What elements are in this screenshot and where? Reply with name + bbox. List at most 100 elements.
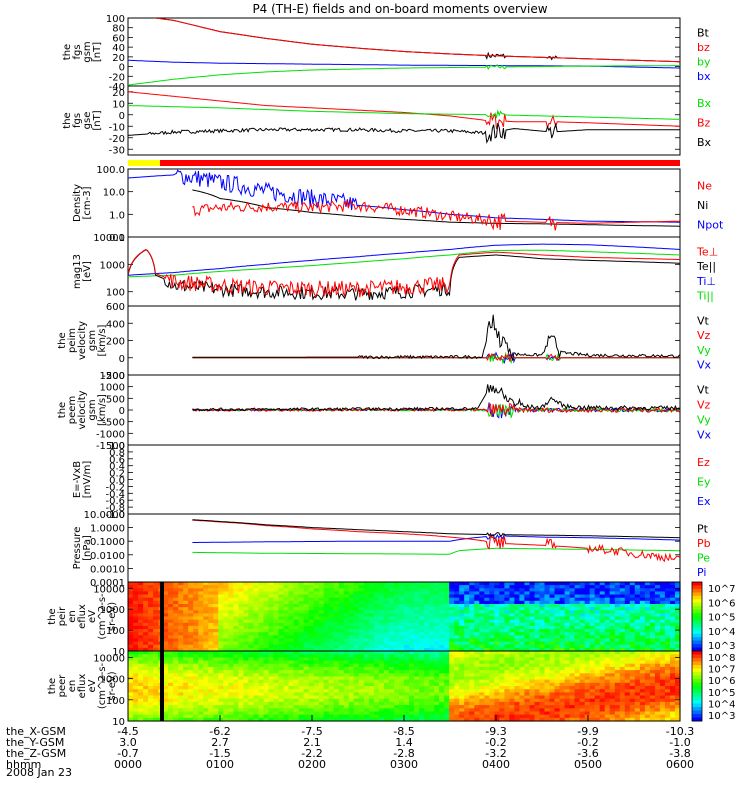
heatmap-cell xyxy=(178,673,184,678)
heatmap-cell xyxy=(454,695,460,700)
heatmap-cell xyxy=(474,607,480,611)
heatmap-cell xyxy=(589,594,596,599)
heatmap-cell xyxy=(404,597,410,602)
heatmap-cell xyxy=(283,679,290,684)
heatmap-cell xyxy=(639,629,646,633)
heatmap-cell xyxy=(629,632,636,636)
heatmap-cell xyxy=(143,657,149,662)
y-tick-label: -1.0 xyxy=(105,510,125,521)
heatmap-cell xyxy=(434,597,440,602)
heatmap-cell xyxy=(253,692,260,697)
heatmap-cell xyxy=(308,676,315,681)
heatmap-cell xyxy=(223,689,229,693)
heatmap-cell xyxy=(634,654,641,658)
heatmap-cell xyxy=(183,692,189,697)
panel-efield: 1.00.80.60.40.20.0-0.2-0.4-0.6-0.8-1.0E=… xyxy=(72,441,711,521)
heatmap-cell xyxy=(574,588,581,592)
heatmap-cell xyxy=(544,625,551,630)
heatmap-cell xyxy=(504,638,510,643)
heatmap-cell xyxy=(579,682,586,687)
heatmap-cell xyxy=(569,619,576,624)
heatmap-cell xyxy=(414,686,420,690)
heatmap-cell xyxy=(223,635,229,639)
heatmap-cell xyxy=(293,705,300,709)
y-tick-label: 0.0100 xyxy=(90,551,125,562)
heatmap-cell xyxy=(198,673,204,678)
heatmap-cell xyxy=(644,585,651,589)
y-tick-label: 0.1000 xyxy=(90,537,125,548)
heatmap-cell xyxy=(138,641,144,646)
heatmap-cell xyxy=(454,585,460,589)
heatmap-cell xyxy=(474,708,480,713)
heatmap-cell xyxy=(529,686,536,690)
heatmap-cell xyxy=(313,676,320,681)
heatmap-cell xyxy=(614,635,621,639)
heatmap-cell xyxy=(609,588,616,592)
heatmap-cell xyxy=(343,644,350,649)
heatmap-cell xyxy=(664,604,671,608)
heatmap-cell xyxy=(564,698,571,703)
heatmap-cell xyxy=(388,708,395,713)
heatmap-cell xyxy=(554,701,561,706)
heatmap-cell xyxy=(594,622,601,627)
heatmap-cell xyxy=(424,635,430,639)
heatmap-cell xyxy=(178,705,184,709)
heatmap-cell xyxy=(434,591,440,596)
heatmap-cell xyxy=(143,679,149,684)
heatmap-cell xyxy=(604,622,611,627)
heatmap-cell xyxy=(133,622,139,627)
y-axis-label-line: eflux xyxy=(77,604,88,629)
heatmap-cell xyxy=(263,619,270,624)
heatmap-cell xyxy=(664,588,671,592)
heatmap-cell xyxy=(579,638,586,643)
heatmap-cell xyxy=(464,651,470,655)
heatmap-cell xyxy=(524,632,530,636)
heatmap-cell xyxy=(564,647,571,652)
heatmap-cell xyxy=(404,625,410,630)
heatmap-cell xyxy=(469,679,475,684)
heatmap-cell xyxy=(203,607,209,611)
heatmap-cell xyxy=(233,657,239,662)
heatmap-cell xyxy=(404,644,410,649)
heatmap-cell xyxy=(514,604,520,608)
heatmap-cell xyxy=(519,686,525,690)
heatmap-cell xyxy=(424,644,430,649)
heatmap-cell xyxy=(278,657,285,662)
heatmap-cell xyxy=(659,582,666,586)
heatmap-cell xyxy=(609,616,616,621)
heatmap-cell xyxy=(163,644,169,649)
heatmap-cell xyxy=(363,714,370,719)
heatmap-cell xyxy=(238,613,244,618)
heatmap-cell xyxy=(368,613,375,618)
heatmap-cell xyxy=(554,692,561,697)
heatmap-cell xyxy=(178,692,184,697)
heatmap-cell xyxy=(128,663,134,668)
heatmap-cell xyxy=(353,676,360,681)
heatmap-cell xyxy=(323,622,330,627)
heatmap-cell xyxy=(228,644,234,649)
heatmap-cell xyxy=(654,588,661,592)
heatmap-cell xyxy=(303,660,310,665)
heatmap-cell xyxy=(188,711,194,716)
heatmap-cell xyxy=(594,638,601,643)
heatmap-cell xyxy=(529,585,536,589)
heatmap-cell xyxy=(293,625,300,630)
heatmap-cell xyxy=(559,701,566,706)
heatmap-cell xyxy=(143,708,149,713)
heatmap-cell xyxy=(584,644,591,649)
heatmap-cell xyxy=(193,711,199,716)
heatmap-cell xyxy=(494,600,500,605)
heatmap-cell xyxy=(283,622,290,627)
heatmap-cell xyxy=(263,632,270,636)
heatmap-cell xyxy=(213,686,219,690)
heatmap-cell xyxy=(589,660,596,665)
heatmap-cell xyxy=(358,622,365,627)
heatmap-cell xyxy=(278,666,285,671)
heatmap-cell xyxy=(464,670,470,674)
heatmap-cell xyxy=(599,588,606,592)
heatmap-cell xyxy=(609,644,616,649)
heatmap-cell xyxy=(358,582,365,586)
heatmap-cell xyxy=(569,641,576,646)
heatmap-cell xyxy=(333,613,340,618)
heatmap-cell xyxy=(494,591,500,596)
